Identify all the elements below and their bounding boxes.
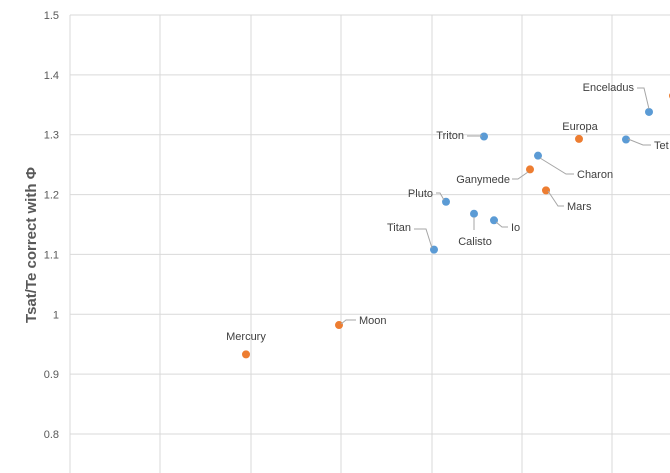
data-label: Titan [387, 222, 411, 234]
data-point [645, 107, 653, 116]
data-point [335, 321, 343, 330]
y-tick-label: 1.2 [44, 190, 59, 202]
data-label: Moon [359, 315, 387, 327]
leader-line [495, 221, 508, 228]
y-tick-label: 1.5 [44, 10, 59, 22]
data-label: Calisto [458, 236, 492, 248]
data-labels: Mercury Moon Titan Pluto Calisto Io Triton Gany… [226, 82, 669, 343]
leader-line [627, 138, 651, 146]
data-point [480, 132, 488, 141]
data-label: Mercury [226, 331, 266, 343]
y-tick-label: 0.9 [44, 369, 59, 381]
data-label: Mars [567, 201, 592, 213]
leader-line [340, 319, 356, 325]
y-tick-label: 1.4 [44, 70, 59, 82]
data-label: Io [511, 222, 520, 234]
data-label: Triton [436, 130, 464, 142]
y-tick-label: 1.1 [44, 249, 59, 261]
y-tick-label: 1.3 [44, 130, 59, 142]
leader-line [436, 192, 445, 201]
leader-line [547, 190, 564, 207]
data-label: Tet [654, 140, 669, 152]
data-point [526, 165, 534, 174]
data-point [242, 350, 250, 359]
data-point [542, 186, 550, 195]
data-point [470, 209, 478, 218]
data-point [534, 151, 542, 160]
y-tick-label: 1 [53, 309, 59, 321]
y-axis-title: Tsat/Te correct with Φ [23, 167, 40, 323]
data-label: Pluto [408, 188, 433, 200]
leader-line [539, 157, 574, 175]
data-point [622, 135, 630, 144]
data-points [242, 93, 670, 359]
data-label: Europa [562, 121, 598, 133]
data-label: Ganymede [456, 174, 510, 186]
leader-line [414, 228, 433, 249]
y-tick-label: 0.8 [44, 429, 59, 441]
leader-line [512, 171, 529, 180]
data-point [575, 134, 583, 143]
grid-lines [69, 14, 670, 473]
data-label: Enceladus [583, 82, 635, 94]
data-label: Charon [577, 169, 613, 181]
y-tick-labels: 0.8 0.9 1 1.1 1.2 1.3 1.4 1.5 [44, 10, 59, 441]
leader-line [637, 87, 650, 110]
